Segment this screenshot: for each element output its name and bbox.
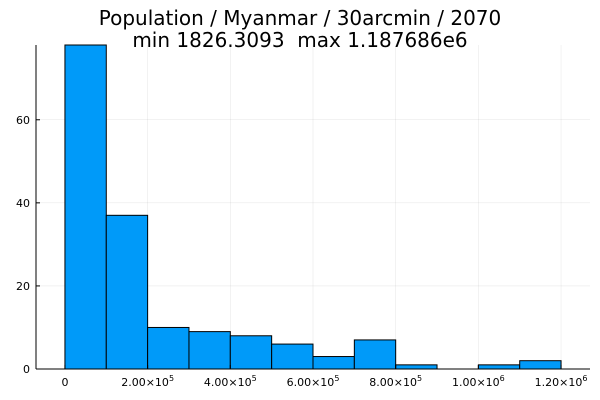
histogram-bar bbox=[105, 214, 149, 370]
histogram-bar bbox=[64, 44, 107, 370]
histogram-bar bbox=[477, 364, 521, 370]
histogram-bar bbox=[271, 343, 314, 370]
x-tick-label: 4.00×105 bbox=[204, 374, 257, 389]
y-tick-label: 60 bbox=[16, 114, 30, 127]
chart-subtitle: min 1826.3093 max 1.187686e6 bbox=[132, 28, 468, 52]
histogram-bar bbox=[353, 339, 397, 370]
y-tick-label: 40 bbox=[16, 197, 30, 210]
histogram-bar bbox=[312, 356, 355, 370]
x-tick-label: 8.00×105 bbox=[369, 374, 422, 389]
y-tick-label: 20 bbox=[16, 280, 30, 293]
x-tick-label: 0 bbox=[61, 376, 68, 389]
x-tick-label: 1.00×106 bbox=[452, 374, 505, 389]
histogram-bar bbox=[519, 360, 562, 370]
histogram-bar bbox=[395, 364, 438, 370]
chart-title: Population / Myanmar / 30arcmin / 2070 bbox=[98, 6, 502, 30]
x-tick-label: 6.00×105 bbox=[287, 374, 340, 389]
y-tick-label: 0 bbox=[23, 363, 30, 376]
x-tick-label: 2.00×105 bbox=[121, 374, 174, 389]
histogram-bar bbox=[229, 335, 273, 370]
x-tick-label: 1.20×106 bbox=[535, 374, 588, 389]
histogram-bar bbox=[147, 326, 190, 370]
histogram-bar bbox=[188, 331, 231, 370]
